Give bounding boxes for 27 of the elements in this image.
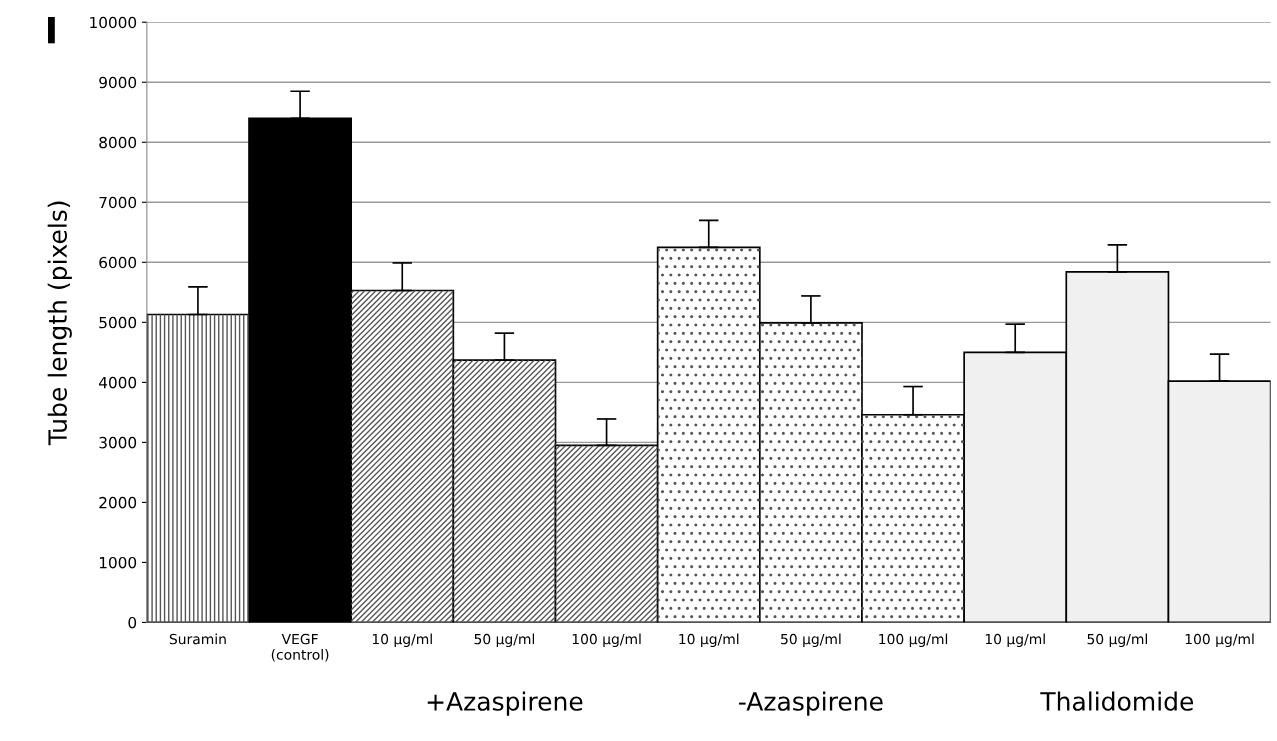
- y-axis-title: Tube length (pixels): [47, 201, 72, 446]
- x-tick-label: 100 µg/ml: [879, 633, 948, 647]
- x-tick-label: Suramin: [169, 633, 226, 645]
- y-tick-label: 2000: [99, 496, 137, 509]
- x-tick-label: 10 µg/ml: [985, 633, 1045, 647]
- x-tick-label: 50 µg/ml: [1087, 633, 1147, 647]
- text: -Azaspirene: [739, 691, 883, 716]
- y-tick-label: 0: [128, 616, 137, 629]
- y-tick-label: 1000: [99, 556, 137, 569]
- y-tick-label: 7000: [99, 196, 137, 209]
- x-tick-label: 50 µg/ml: [781, 633, 841, 647]
- y-tick-label: 6000: [99, 256, 137, 269]
- y-tick-label: 10000: [90, 16, 137, 29]
- x-tick-label: 10 µg/ml: [679, 633, 739, 647]
- x-tick-label: 10 µg/ml: [372, 633, 432, 647]
- y-tick-label: 8000: [99, 136, 137, 149]
- text: +Azaspirene: [427, 691, 583, 716]
- y-tick-label: 5000: [99, 316, 137, 329]
- y-tick-label: 9000: [99, 76, 137, 89]
- x-tick-label: VEGF (control): [271, 633, 329, 662]
- chart-title: I: [48, 16, 55, 44]
- y-tick-label: 4000: [99, 376, 137, 389]
- x-tick-label: 100 µg/ml: [572, 633, 641, 647]
- x-tick-label: 100 µg/ml: [1185, 633, 1254, 647]
- text: Thalidomide: [1040, 691, 1194, 711]
- x-tick-label: 50 µg/ml: [474, 633, 535, 647]
- y-tick-label: 3000: [99, 436, 137, 449]
